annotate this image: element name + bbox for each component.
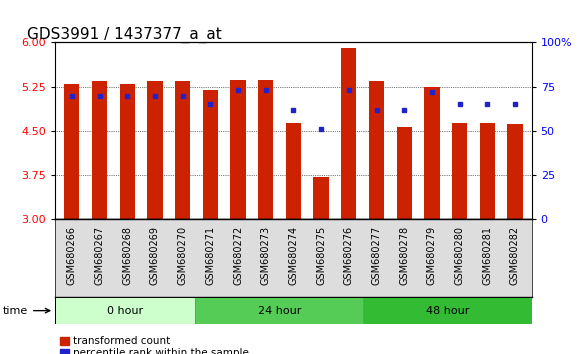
Bar	[341, 48, 356, 219]
Text: GSM680267: GSM680267	[95, 226, 105, 285]
Bar	[364, 297, 532, 324]
Text: GSM680275: GSM680275	[316, 226, 326, 285]
Text: GSM680280: GSM680280	[454, 226, 465, 285]
Bar	[148, 81, 163, 219]
Text: GSM680279: GSM680279	[427, 226, 437, 285]
Text: GSM680278: GSM680278	[399, 226, 409, 285]
Bar	[507, 124, 523, 219]
Text: GSM680277: GSM680277	[371, 226, 382, 285]
Text: GSM680268: GSM680268	[122, 226, 132, 285]
Bar	[203, 90, 218, 219]
Text: GSM680266: GSM680266	[67, 226, 77, 285]
Text: 48 hour: 48 hour	[426, 306, 469, 316]
Text: GSM680281: GSM680281	[482, 226, 492, 285]
Bar	[480, 123, 495, 219]
Bar	[55, 297, 195, 324]
Legend: transformed count, percentile rank within the sample: transformed count, percentile rank withi…	[60, 336, 249, 354]
Bar	[424, 87, 439, 219]
Bar	[452, 123, 467, 219]
Text: GSM680274: GSM680274	[288, 226, 299, 285]
Text: GSM680273: GSM680273	[261, 226, 271, 285]
Bar	[64, 84, 80, 219]
Bar	[369, 81, 384, 219]
Bar	[195, 297, 364, 324]
Bar	[258, 80, 273, 219]
Text: GSM680276: GSM680276	[344, 226, 354, 285]
Text: 24 hour: 24 hour	[258, 306, 301, 316]
Text: GSM680270: GSM680270	[178, 226, 188, 285]
Bar	[286, 123, 301, 219]
Text: GSM680271: GSM680271	[205, 226, 216, 285]
Text: 0 hour: 0 hour	[107, 306, 144, 316]
Bar	[314, 177, 329, 219]
Bar	[231, 80, 246, 219]
Bar	[120, 84, 135, 219]
Bar	[92, 81, 107, 219]
Text: GSM680272: GSM680272	[233, 226, 243, 285]
Text: GSM680282: GSM680282	[510, 226, 520, 285]
Text: time: time	[3, 306, 50, 316]
Text: GDS3991 / 1437377_a_at: GDS3991 / 1437377_a_at	[27, 27, 221, 43]
Bar	[397, 127, 412, 219]
Text: GSM680269: GSM680269	[150, 226, 160, 285]
Bar	[175, 81, 190, 219]
